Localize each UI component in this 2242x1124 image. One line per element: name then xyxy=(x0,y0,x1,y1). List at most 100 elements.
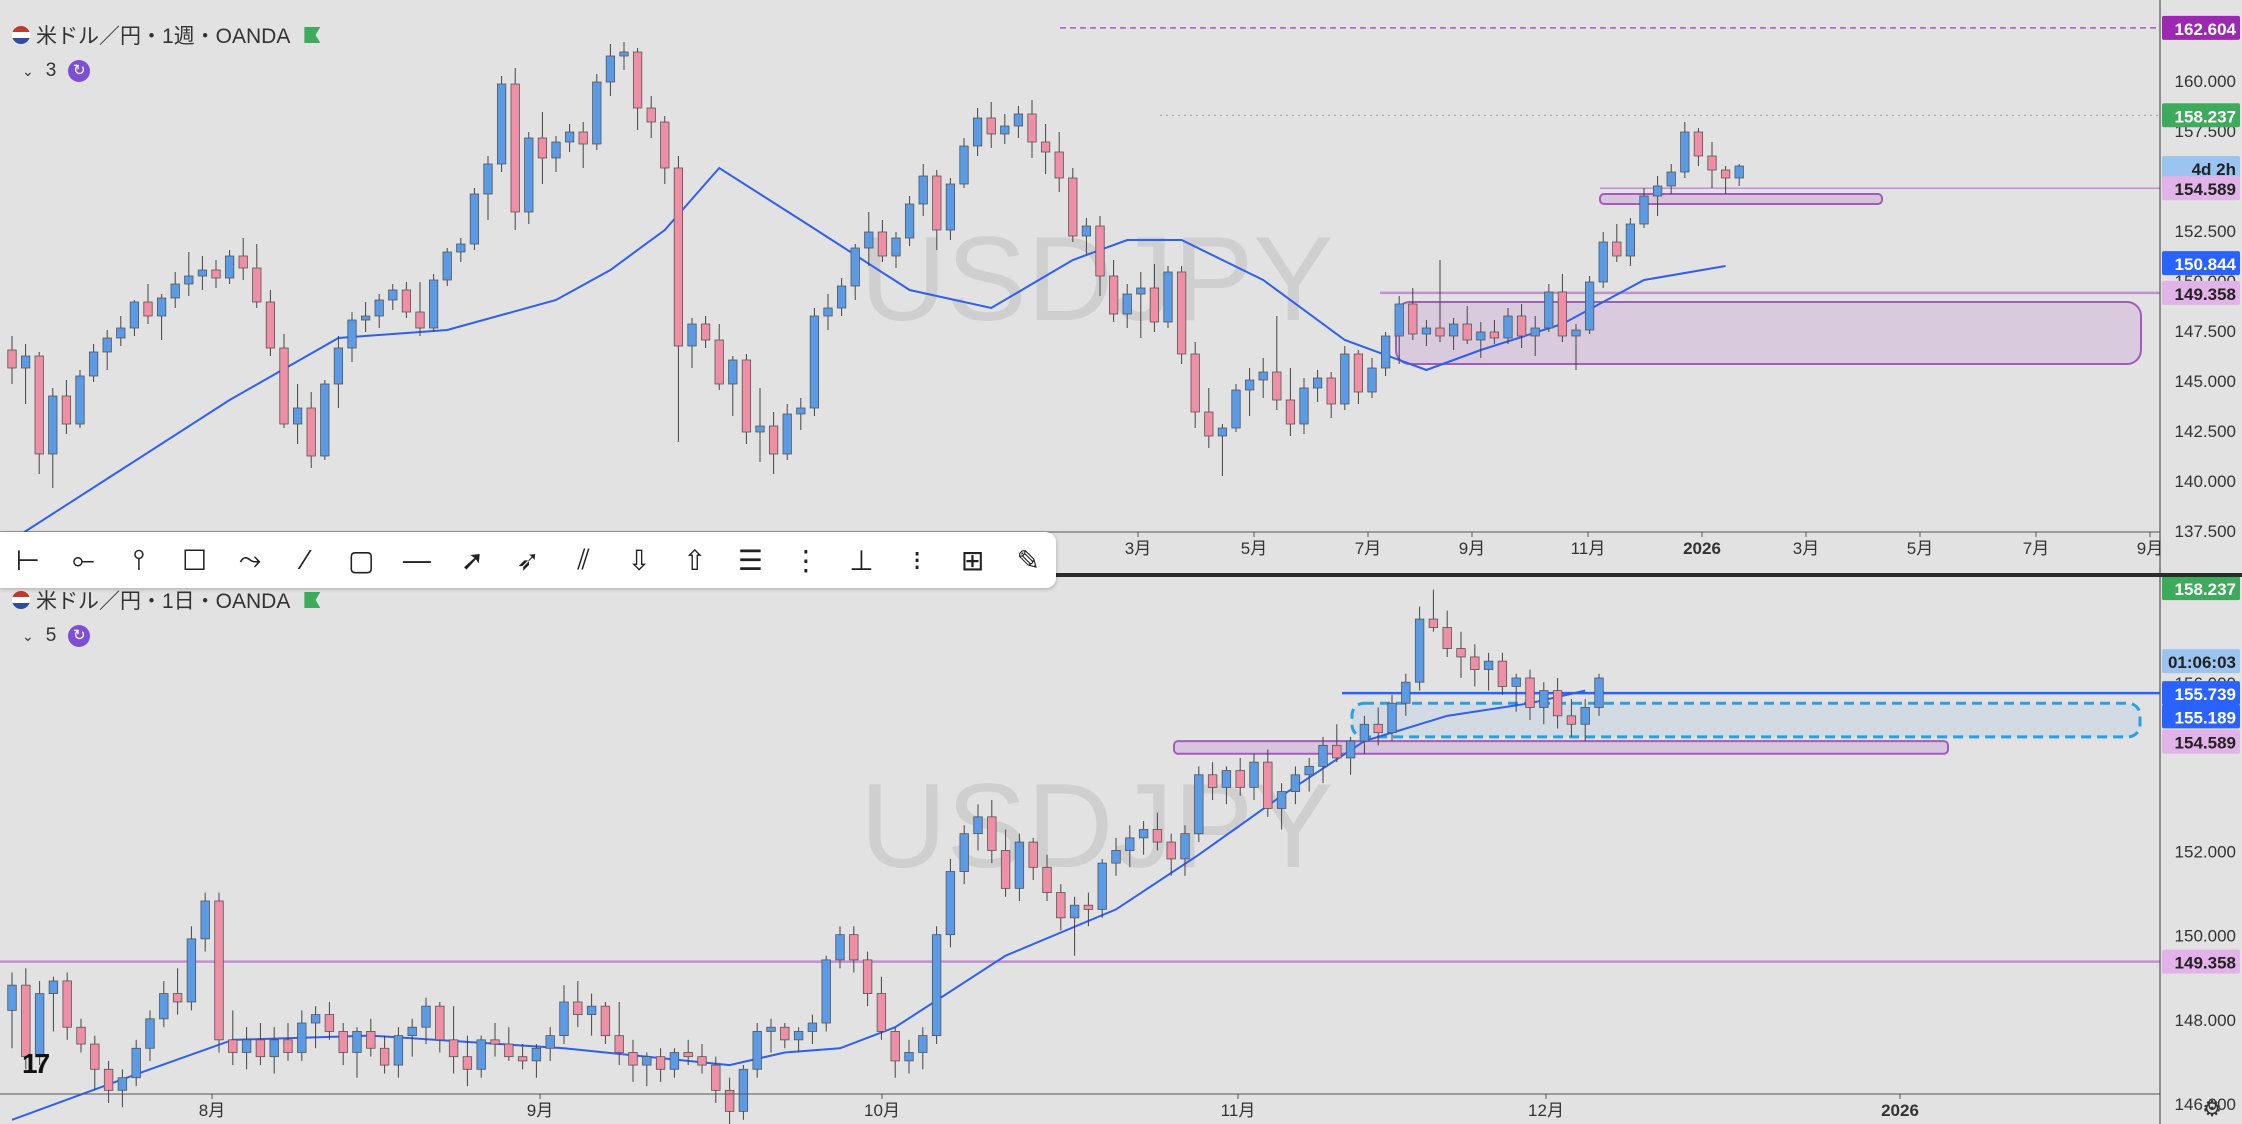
weekly-chart-pane[interactable]: USDJPY160.000157.500155.000152.500150.00… xyxy=(0,0,2242,573)
path-icon[interactable]: ⤳ xyxy=(238,543,262,575)
arrow-marker-icon[interactable]: ➚ xyxy=(460,544,485,576)
candle-body xyxy=(1138,829,1149,839)
weekly-indicator-row[interactable]: ⌄ 3 ↻ xyxy=(22,60,91,82)
candle xyxy=(1326,372,1336,418)
candle-body xyxy=(510,83,520,213)
weekly-chart-legend[interactable]: 米ドル／円・1週・OANDA xyxy=(12,20,321,50)
trend-line-icon[interactable]: ⁄ xyxy=(303,544,309,575)
candle xyxy=(714,324,724,390)
price-tag: 154.589 xyxy=(2162,176,2240,201)
candle-body xyxy=(1014,841,1025,889)
candle-body xyxy=(531,1047,542,1062)
candle xyxy=(1580,699,1590,742)
time-axis-label: 12月 xyxy=(1528,1101,1564,1120)
candle xyxy=(614,1001,624,1066)
sync-icon[interactable]: ↻ xyxy=(68,625,91,647)
candle xyxy=(1056,884,1066,931)
candle xyxy=(1095,216,1105,296)
candle-body xyxy=(1204,411,1214,437)
candle-body xyxy=(1557,291,1568,337)
date-range-icon[interactable]: ⊥ xyxy=(849,544,874,576)
candle xyxy=(524,132,534,224)
candle xyxy=(573,980,583,1028)
parallel-channel-icon[interactable]: ⫽ xyxy=(577,543,590,575)
daily-chart-legend[interactable]: 米ドル／円・1日・OANDA xyxy=(12,585,321,615)
candle xyxy=(20,344,31,404)
candle xyxy=(324,1001,335,1040)
candle-body xyxy=(1258,371,1268,381)
chevron-down-icon[interactable]: ⌄ xyxy=(22,62,34,79)
candle xyxy=(1299,378,1309,434)
settings-icon[interactable]: ⚙ xyxy=(2202,1096,2222,1121)
arrow-up-icon[interactable]: ⇧ xyxy=(682,544,707,576)
horizontal-ray-icon[interactable]: ⟜ xyxy=(72,543,95,575)
pane-divider[interactable] xyxy=(0,573,2242,577)
candle-body xyxy=(918,175,928,205)
candle xyxy=(945,178,956,240)
time-axis-label: 11月 xyxy=(1221,1101,1256,1120)
candle-body xyxy=(421,1005,431,1028)
candle-body xyxy=(890,1031,900,1062)
daily-chart-pane[interactable]: USDJPY156.000152.000150.000148.000146.00… xyxy=(0,577,2242,1124)
candle-body xyxy=(931,934,942,1037)
candle xyxy=(1707,142,1717,188)
candle xyxy=(1693,128,1704,166)
candle xyxy=(117,1069,128,1108)
candle xyxy=(972,108,983,156)
price-tag-text: 154.589 xyxy=(2175,180,2236,199)
fib-channel-icon[interactable]: ⁝ xyxy=(912,544,922,576)
arrow-down-icon[interactable]: ⇩ xyxy=(627,544,651,576)
measure-icon[interactable]: ⊞ xyxy=(960,544,985,576)
candle xyxy=(890,1027,900,1078)
candle xyxy=(782,404,792,460)
candle-body xyxy=(214,900,224,1041)
rectangle-icon[interactable]: ▢ xyxy=(348,544,375,576)
candle xyxy=(1190,342,1200,428)
candle xyxy=(34,352,44,474)
weekly-chart-canvas[interactable]: USDJPY160.000157.500155.000152.500150.00… xyxy=(0,0,2242,573)
time-axis-label: 5月 xyxy=(1907,539,1933,558)
chevron-down-icon[interactable]: ⌄ xyxy=(22,627,34,644)
sync-icon[interactable]: ↻ xyxy=(68,60,91,82)
candle-body xyxy=(483,163,493,195)
candle xyxy=(197,256,208,290)
candle-body xyxy=(1068,177,1078,237)
candle-body xyxy=(564,131,575,143)
candle-body xyxy=(1190,353,1200,413)
candle xyxy=(90,1035,100,1091)
price-tag: 150.844 xyxy=(2162,251,2240,276)
drawing-toolbar[interactable]: ⊢ ⟜ ⫯ ☐ ⤳ ⁄ ▢ — ➚ ➶ ⫽ ⇩ ⇧ ☰ ⋮ ⊥ ⁝ ⊞ ✎ xyxy=(0,532,1056,588)
brush-icon[interactable]: ✎ xyxy=(1016,544,1040,576)
price-tag-text: 149.358 xyxy=(2175,954,2236,973)
candle-body xyxy=(780,1026,790,1041)
candle-body xyxy=(1359,723,1370,742)
candle-body xyxy=(456,243,466,253)
callout-icon[interactable]: ☐ xyxy=(181,544,208,576)
fib-retracement-icon[interactable]: ☰ xyxy=(737,544,763,576)
candle-body xyxy=(862,959,873,994)
daily-chart-canvas[interactable]: USDJPY156.000152.000150.000148.000146.00… xyxy=(0,577,2242,1124)
candle-body xyxy=(1125,837,1135,851)
regression-icon[interactable]: ⋮ xyxy=(791,544,820,576)
crosshair-icon[interactable]: ⊢ xyxy=(15,544,40,576)
horizontal-line-icon[interactable]: — xyxy=(402,544,431,575)
candle-body xyxy=(1000,850,1011,889)
candle xyxy=(741,354,752,444)
vertical-line-icon[interactable]: ⫯ xyxy=(132,543,146,575)
candle-body xyxy=(959,833,969,872)
candle-body xyxy=(283,1039,293,1053)
candle xyxy=(48,388,58,488)
candle xyxy=(849,926,859,973)
candle-body xyxy=(1290,774,1301,792)
daily-indicator-row[interactable]: ⌄ 5 ↻ xyxy=(22,625,91,647)
candle xyxy=(156,294,167,340)
arrow-icon[interactable]: ➶ xyxy=(516,544,540,576)
candle xyxy=(904,196,915,246)
candle xyxy=(170,272,180,308)
candle-body xyxy=(1566,715,1577,725)
candle xyxy=(1345,736,1356,775)
price-tag: 149.358 xyxy=(2162,949,2240,974)
candle xyxy=(1276,783,1287,830)
candle-body xyxy=(255,1039,266,1058)
candle xyxy=(738,1065,749,1120)
